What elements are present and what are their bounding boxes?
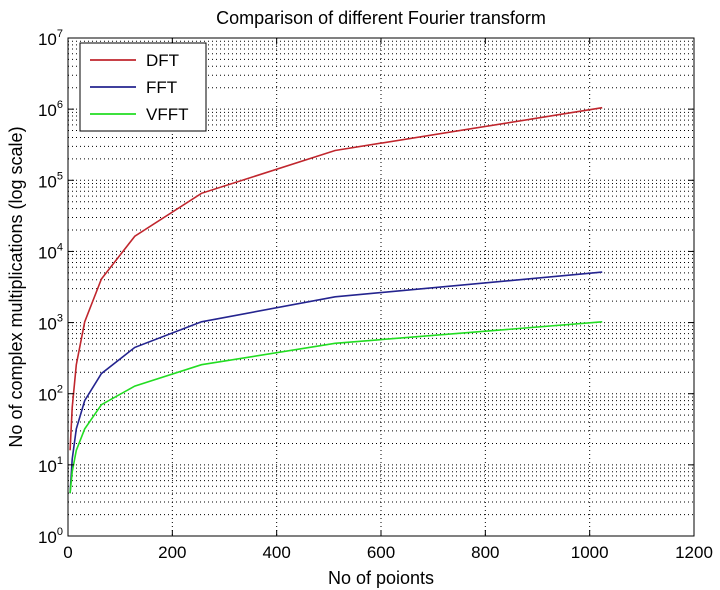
x-tick-label: 600 [367, 543, 395, 562]
legend-label-dft: DFT [146, 51, 179, 70]
y-tick-label: 104 [38, 241, 63, 262]
x-tick-label: 200 [158, 543, 186, 562]
x-axis-ticks: 0 200 400 600 800 1000 1200 [63, 38, 713, 562]
x-axis-label: No of poionts [328, 568, 434, 588]
x-tick-label: 400 [262, 543, 290, 562]
y-tick-label: 106 [38, 99, 63, 120]
y-axis-label: No of complex multiplications (log scale… [6, 126, 26, 447]
legend: DFT FFT VFFT [79, 42, 207, 132]
y-tick-label: 100 [38, 526, 63, 547]
y-tick-label: 102 [38, 384, 63, 405]
y-tick-label: 101 [38, 455, 63, 476]
x-tick-label: 1200 [675, 543, 713, 562]
legend-label-fft: FFT [146, 78, 177, 97]
series-line-vfft [69, 321, 603, 494]
y-tick-label: 103 [38, 313, 63, 334]
chart-title: Comparison of different Fourier transfor… [216, 8, 546, 28]
series-layer [69, 106, 603, 494]
x-tick-label: 1000 [571, 543, 609, 562]
x-tick-label: 800 [471, 543, 499, 562]
x-tick-label: 0 [63, 543, 72, 562]
y-tick-label: 107 [38, 28, 63, 49]
y-tick-label: 105 [38, 170, 63, 191]
series-line-fft [69, 271, 603, 494]
y-axis-ticks: 100 101 102 103 104 105 106 107 [38, 28, 694, 547]
legend-label-vfft: VFFT [146, 105, 189, 124]
